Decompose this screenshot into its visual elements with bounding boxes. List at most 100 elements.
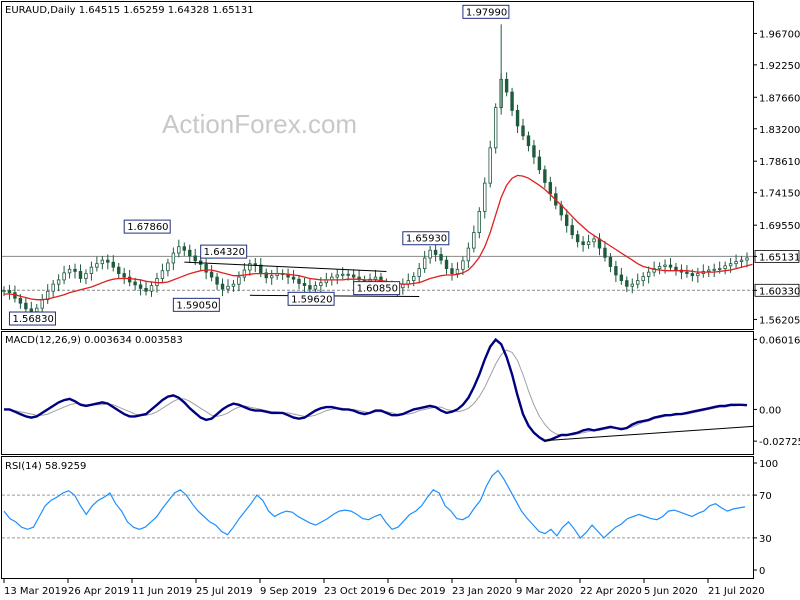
price-panel — [1, 1, 754, 330]
candle — [35, 307, 39, 313]
candle — [160, 270, 165, 279]
candle — [663, 264, 667, 267]
x-tick-label: 21 Jul 2020 — [708, 586, 765, 597]
x-tick-label: 9 Mar 2020 — [516, 586, 573, 597]
rsi-line — [3, 469, 746, 539]
candle — [319, 282, 323, 286]
candle — [133, 281, 137, 286]
candle — [668, 264, 673, 268]
macd-trendline — [544, 425, 754, 442]
price-callout-box — [287, 291, 335, 306]
candle — [138, 284, 143, 289]
candle — [231, 283, 236, 287]
candle — [193, 255, 197, 262]
candle — [111, 261, 115, 268]
candle — [745, 257, 749, 261]
candle — [51, 283, 55, 292]
candle — [455, 268, 460, 274]
candle — [18, 297, 23, 304]
candle — [625, 280, 629, 287]
candle — [127, 276, 132, 283]
x-tick-label: 26 Apr 2019 — [68, 586, 130, 597]
candle — [62, 272, 66, 281]
candle — [674, 266, 678, 271]
candle — [608, 256, 613, 267]
candle — [220, 283, 225, 290]
x-tick-label: 6 Dec 2019 — [388, 586, 446, 597]
price-callout-label: 1.59050 — [176, 300, 217, 311]
price-callout-box — [402, 231, 450, 246]
rsi-panel — [1, 456, 754, 579]
x-tick-label: 22 Apr 2020 — [580, 586, 642, 597]
x-tick-label: 23 Oct 2019 — [324, 586, 386, 597]
candle — [439, 254, 443, 261]
candle — [581, 241, 585, 246]
candle — [723, 265, 727, 270]
candle — [297, 278, 301, 284]
candle — [433, 249, 438, 255]
price-tick-label: 1.65131 — [759, 252, 800, 263]
candle — [264, 272, 268, 279]
rsi-tick-label: 0 — [759, 566, 765, 577]
candle — [242, 269, 247, 278]
candle — [417, 268, 421, 277]
price-tick-label: 1.60330 — [759, 286, 800, 297]
candle — [619, 274, 624, 282]
price-plot: 1.97990 1.67860 1.65930 1.64320 1.59050 1.596… — [2, 4, 753, 326]
x-tick-label: 23 Jan 2020 — [452, 586, 512, 597]
candle — [302, 283, 307, 286]
candle — [472, 232, 476, 249]
candle — [78, 271, 83, 279]
candle — [488, 147, 492, 184]
price-tick-label: 1.74150 — [759, 189, 800, 200]
price-header: EURAUD,Daily 1.64515 1.65259 1.64328 1.6… — [5, 5, 254, 16]
x-tick-label: 5 Jun 2020 — [644, 586, 698, 597]
price-callout-label: 1.64320 — [204, 247, 245, 258]
macd-tick-label: 0.060165 — [759, 335, 800, 346]
candle — [641, 275, 645, 282]
candle — [2, 290, 6, 292]
price-tick-label: 1.87660 — [759, 93, 800, 104]
candle — [739, 259, 744, 262]
price-callout-box — [353, 281, 401, 296]
axes: 1.96700 1.92250 1.87660 1.83200 1.78610 1.741… — [3, 29, 800, 597]
candle — [444, 259, 449, 270]
candle — [532, 145, 536, 158]
candle — [630, 283, 634, 287]
candle — [73, 268, 77, 272]
x-tick-label: 13 Mar 2019 — [4, 586, 67, 597]
macd-tick-label: -0.02725 — [759, 437, 800, 448]
macd-tick-label: 0.00 — [759, 405, 781, 416]
candle — [537, 156, 542, 171]
candle — [543, 169, 547, 183]
macd-header: MACD(12,26,9) 0.003634 0.003583 — [5, 335, 183, 346]
price-tick-label: 1.92250 — [759, 61, 800, 72]
candle — [707, 269, 711, 272]
candle — [259, 264, 263, 274]
rsi-header: RSI(14) 58.9259 — [5, 461, 86, 472]
candle — [182, 246, 186, 251]
candle — [149, 285, 154, 292]
candle — [7, 290, 12, 294]
candle — [696, 273, 700, 277]
candle — [466, 247, 471, 262]
x-tick-label: 9 Sep 2019 — [260, 586, 317, 597]
candle — [84, 273, 88, 279]
price-tick-label: 1.96700 — [759, 29, 800, 40]
candle — [117, 266, 121, 274]
candle — [269, 275, 274, 279]
candle — [122, 273, 126, 278]
x-tick-label: 11 Jun 2019 — [132, 586, 192, 597]
moving-average-line — [4, 174, 753, 301]
candle — [603, 247, 607, 258]
candle — [586, 241, 591, 246]
price-tick-label: 1.69550 — [759, 221, 800, 232]
candle — [351, 274, 356, 278]
rsi-tick-label: 100 — [759, 459, 778, 470]
macd-panel — [1, 331, 754, 455]
candle — [24, 302, 28, 310]
trendline — [184, 261, 387, 272]
candle — [209, 271, 214, 278]
candle — [734, 261, 738, 265]
